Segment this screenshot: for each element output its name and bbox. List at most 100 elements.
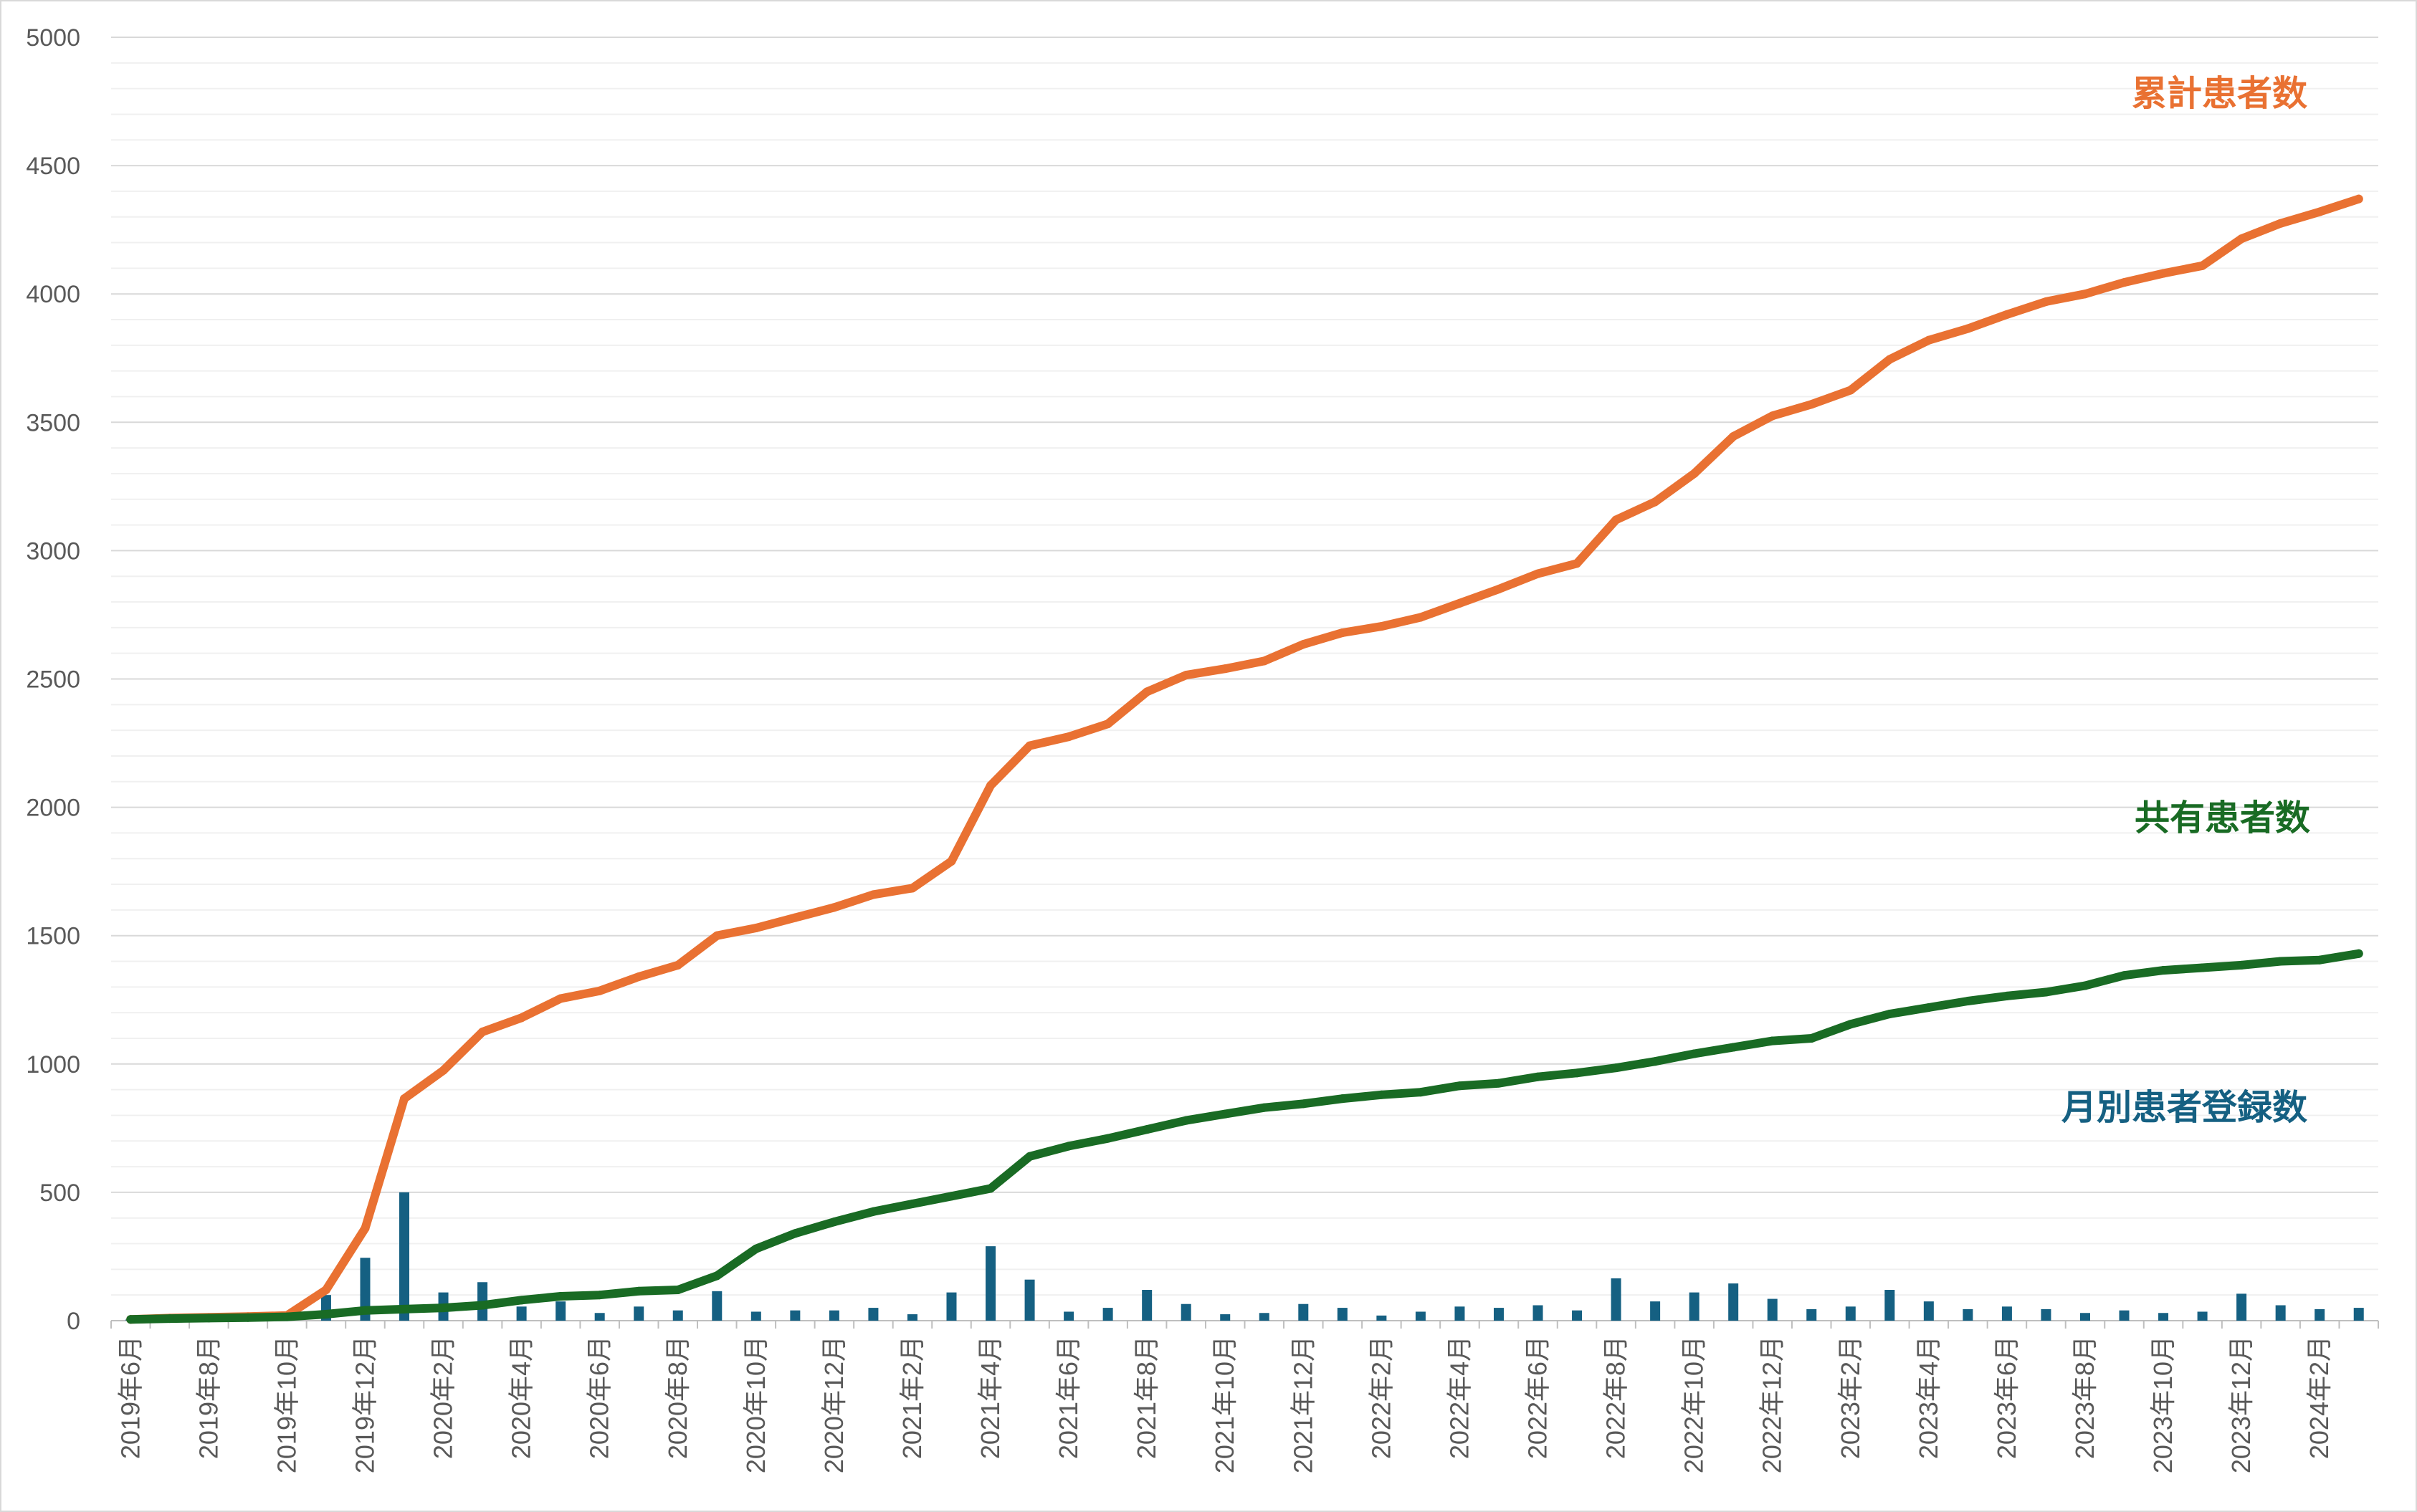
cumulative-patients-point <box>673 960 682 970</box>
y-tick-label: 5000 <box>26 24 80 52</box>
shared-patients-point <box>1455 1081 1464 1091</box>
x-tick-label: 2020年8月 <box>663 1336 692 1459</box>
monthly-registrations-bar <box>1689 1292 1699 1321</box>
cumulative-patients-point <box>517 1013 526 1023</box>
shared-patients-point <box>1025 1152 1034 1161</box>
shared-patients-point <box>478 1301 487 1310</box>
monthly-registrations-bar <box>1064 1311 1074 1321</box>
y-tick-label: 2000 <box>26 795 80 822</box>
x-tick-label: 2023年8月 <box>2070 1336 2099 1459</box>
shared-patients-point <box>1924 1003 1933 1012</box>
monthly-registrations-bar <box>1611 1278 1621 1321</box>
y-tick-label: 4500 <box>26 153 80 180</box>
x-tick-label: 2021年4月 <box>976 1336 1005 1459</box>
shared-patients-point <box>751 1244 761 1253</box>
x-tick-label: 2022年12月 <box>1758 1336 1787 1473</box>
cumulative-patients-point <box>2198 261 2207 270</box>
y-axis: 0 500 1000 1500 2000 2500 3000 3500 4000 4500 5000 <box>26 24 80 1335</box>
cumulative-patients-point <box>1846 386 1855 395</box>
monthly-registrations-bar <box>2353 1308 2364 1321</box>
shared-patients-point <box>1259 1103 1269 1112</box>
monthly-registrations-bar <box>1767 1298 1778 1321</box>
cumulative-patients-point <box>2237 234 2246 244</box>
shared-patients-point <box>947 1192 956 1201</box>
x-tick-label: 2020年10月 <box>741 1336 771 1473</box>
cumulative-patients-point <box>1533 569 1543 578</box>
monthly-registrations-bar <box>634 1306 644 1321</box>
monthly-registrations-bar <box>750 1311 761 1321</box>
shared-patients-point <box>556 1291 566 1301</box>
monthly-registrations-bar <box>1454 1306 1465 1321</box>
cumulative-patients-point <box>634 972 644 982</box>
cumulative-patients-point <box>712 931 722 940</box>
x-tick-label: 2022年6月 <box>1523 1336 1553 1459</box>
x-tick-label: 2021年8月 <box>1132 1336 1161 1459</box>
line-series <box>126 194 2363 1324</box>
cumulative-patients-point <box>986 781 996 790</box>
x-tick-label: 2019年8月 <box>194 1336 223 1459</box>
x-tick-label: 2023年6月 <box>1992 1336 2021 1459</box>
x-tick-label: 2019年6月 <box>115 1336 145 1459</box>
shared-patients-point <box>1689 1049 1699 1058</box>
shared-patients-point <box>2354 949 2363 958</box>
x-axis: 2019年6月 2019年8月 2019年10月 2019年12月 2020年2月 202… <box>110 1320 2379 1473</box>
cumulative-patients-point <box>1924 335 1933 345</box>
shared-patients-point <box>243 1313 252 1322</box>
y-tick-label: 1000 <box>26 1051 80 1078</box>
cumulative-patients-point <box>829 903 839 912</box>
monthly-registrations-bar <box>1728 1283 1739 1321</box>
monthly-registrations-bar <box>907 1314 917 1321</box>
shared-patients-point <box>2002 991 2011 1000</box>
x-tick-label: 2021年6月 <box>1054 1336 1083 1459</box>
monthly-registrations-bar <box>1963 1308 1973 1321</box>
shared-patients-point <box>634 1286 644 1296</box>
cumulative-patients-point <box>1573 559 1582 568</box>
monthly-registrations-bar <box>1220 1314 1231 1321</box>
cumulative-patients-line <box>126 194 2363 1324</box>
x-tick-label: 2020年4月 <box>507 1336 536 1459</box>
y-tick-label: 0 <box>67 1308 80 1335</box>
shared-patients-point <box>1846 1020 1855 1029</box>
shared-patients-point <box>791 1229 800 1238</box>
cumulative-patients-point <box>791 913 800 922</box>
monthly-registrations-bar <box>829 1310 839 1321</box>
shared-patients-point <box>595 1291 604 1300</box>
cumulative-patients-point <box>1064 732 1074 742</box>
x-tick-label: 2020年2月 <box>429 1336 458 1459</box>
x-tick-label: 2022年8月 <box>1601 1336 1631 1459</box>
shared-patients-series <box>126 949 2363 1324</box>
series-labels: 累計患者数 共有患者数 月別患者登録数 <box>2061 75 2310 1127</box>
shared-patients-point <box>869 1207 878 1216</box>
monthly-registrations-bar <box>672 1310 683 1321</box>
monthly-registrations-bar <box>2079 1313 2090 1321</box>
cumulative-patients-point <box>478 1028 487 1037</box>
cumulative-patients-point <box>2120 278 2129 287</box>
cumulative-patients-point <box>1455 598 1464 608</box>
shared-patients-point <box>986 1184 996 1193</box>
shared-patients-point <box>321 1310 330 1319</box>
monthly-registrations-bar <box>2001 1306 2012 1321</box>
x-tick-label: 2021年12月 <box>1288 1336 1317 1473</box>
shared-patients-point <box>1181 1116 1191 1125</box>
monthly-registrations-bar <box>594 1313 605 1321</box>
x-tick-label: 2023年4月 <box>1914 1336 1943 1459</box>
cumulative-patients-point <box>1494 585 1503 594</box>
cumulative-patients-point <box>869 890 878 899</box>
monthly-registrations-bar <box>2119 1310 2130 1321</box>
cumulative-patients-point <box>1611 515 1621 525</box>
shared-patients-point <box>1963 997 1973 1006</box>
monthly-registrations-bar <box>1337 1308 1348 1321</box>
cumulative-patients-point <box>1103 719 1112 729</box>
y-tick-label: 500 <box>39 1180 80 1207</box>
shared-patients-point <box>907 1200 917 1209</box>
cumulative-patients-point <box>2002 310 2011 319</box>
monthly-registrations-bar <box>986 1246 996 1321</box>
shared-patients-point <box>439 1303 448 1313</box>
monthly-registrations-bar <box>2314 1308 2325 1321</box>
monthly-registrations-bar <box>360 1258 371 1321</box>
shared-patients-point <box>2237 960 2246 970</box>
gridlines <box>111 37 2378 1296</box>
x-tick-label: 2024年2月 <box>2304 1336 2334 1459</box>
shared-patients-point <box>829 1217 839 1227</box>
cumulative-patients-point <box>2276 219 2285 228</box>
